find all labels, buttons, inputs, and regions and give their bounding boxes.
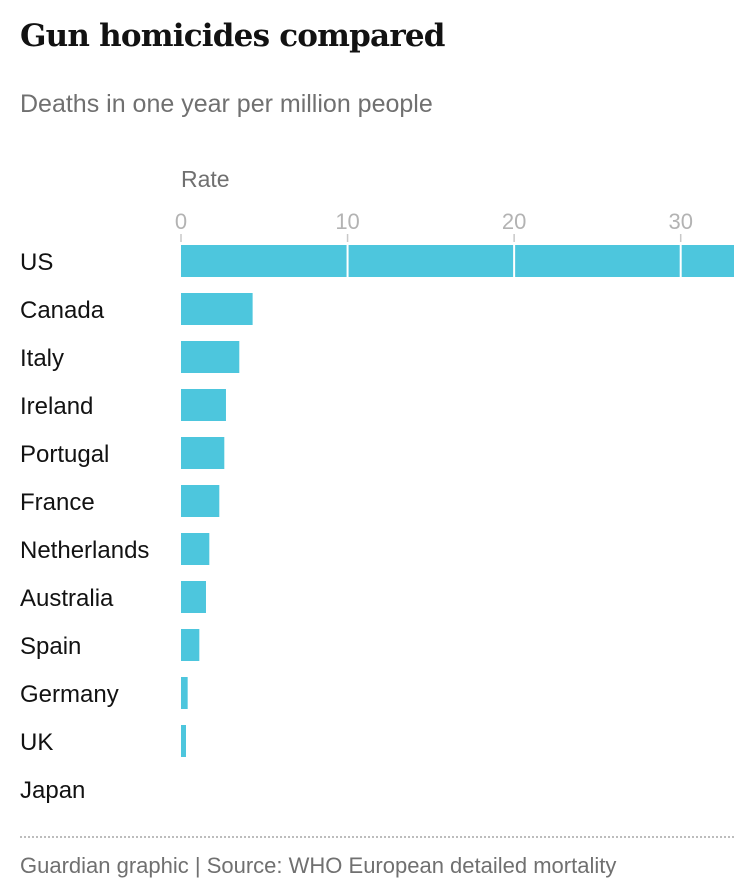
bar-italy bbox=[181, 341, 240, 373]
bar-spain bbox=[181, 629, 200, 661]
category-label: Netherlands bbox=[20, 537, 149, 564]
x-tick-label: 20 bbox=[502, 209, 526, 234]
bar-us bbox=[181, 245, 734, 277]
category-label: Italy bbox=[20, 345, 64, 372]
chart-subtitle: Deaths in one year per million people bbox=[20, 90, 433, 118]
category-label: Germany bbox=[20, 681, 119, 708]
bar-netherlands bbox=[181, 533, 210, 565]
category-label: UK bbox=[20, 729, 53, 756]
bar-australia bbox=[181, 581, 206, 613]
category-label: Australia bbox=[20, 585, 114, 612]
x-tick-label: 30 bbox=[668, 209, 692, 234]
bar-france bbox=[181, 485, 220, 517]
bar-portugal bbox=[181, 437, 225, 469]
x-tick-label: 10 bbox=[335, 209, 359, 234]
x-axis-title: Rate bbox=[181, 166, 230, 192]
category-label: Portugal bbox=[20, 441, 109, 468]
footer-divider bbox=[20, 836, 734, 838]
category-label: France bbox=[20, 489, 95, 516]
category-label: US bbox=[20, 249, 53, 276]
category-label: Canada bbox=[20, 297, 105, 324]
x-tick-label: 0 bbox=[175, 209, 187, 234]
source-footer: Guardian graphic | Source: WHO European … bbox=[20, 853, 617, 878]
bar-chart: Rate 0 10 20 30 US Canada Italy Ireland Portugal F… bbox=[20, 166, 734, 805]
bar-ireland bbox=[181, 389, 226, 421]
category-label: Ireland bbox=[20, 393, 93, 420]
category-label: Spain bbox=[20, 633, 81, 660]
bar-germany bbox=[181, 677, 188, 709]
bar-uk bbox=[181, 725, 186, 757]
bar-canada bbox=[181, 293, 253, 325]
chart-title: Gun homicides compared bbox=[20, 18, 445, 54]
category-label: Japan bbox=[20, 777, 85, 804]
